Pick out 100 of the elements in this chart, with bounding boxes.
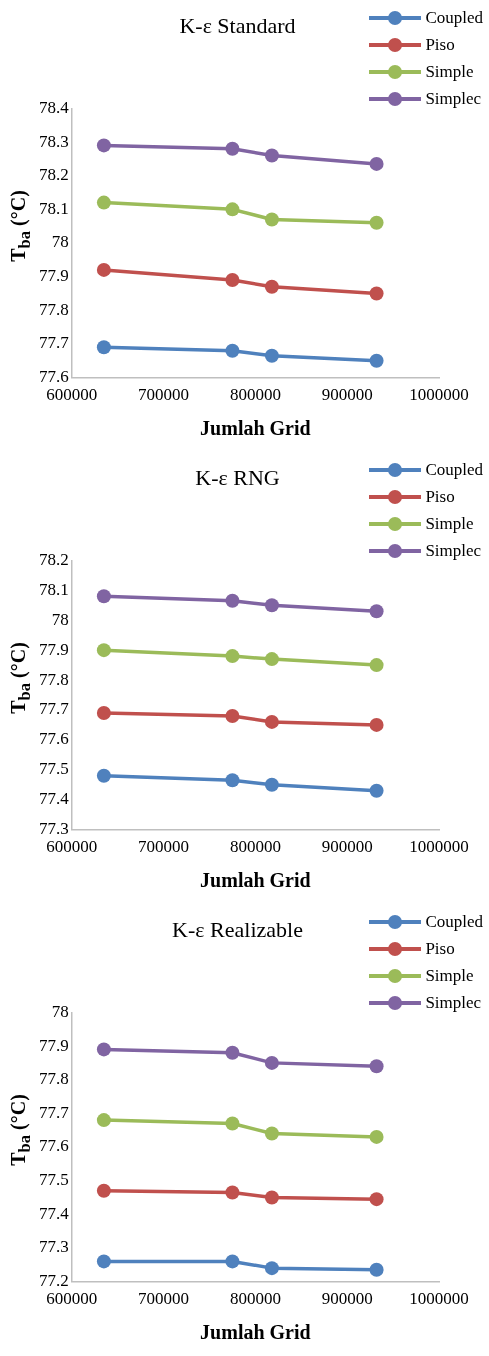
point: [96, 262, 111, 277]
x-tick-label: 600000: [46, 1289, 98, 1309]
y-tick-label: 77.4: [39, 1203, 70, 1223]
y-tick-label: 78: [51, 609, 69, 629]
point: [96, 1254, 111, 1269]
point: [225, 141, 240, 156]
point: [369, 1059, 384, 1074]
y-tick-label: 78.2: [39, 165, 69, 185]
legend-label: Simple: [425, 965, 474, 986]
x-tick-label: 800000: [229, 385, 281, 405]
chart-title: K-ε Standard: [179, 12, 296, 38]
legend-label: Piso: [425, 938, 455, 959]
x-tick-label: 900000: [321, 385, 373, 405]
point: [369, 658, 384, 673]
y-tick-label: 77.8: [39, 1069, 69, 1089]
point: [96, 340, 111, 355]
x-tick-label: 1000000: [409, 385, 469, 405]
point: [96, 1042, 111, 1057]
y-tick-label: 78: [51, 232, 69, 252]
point: [225, 1254, 240, 1269]
point: [369, 1192, 384, 1207]
y-tick-label: 77.3: [39, 819, 69, 839]
y-tick-label: 77.6: [39, 1136, 69, 1156]
point: [96, 1113, 111, 1128]
point: [264, 714, 279, 729]
point: [225, 773, 240, 788]
point: [369, 1262, 384, 1277]
legend-label: Simplec: [425, 540, 482, 561]
y-tick-label: 77.7: [39, 333, 70, 353]
point: [225, 649, 240, 664]
point: [225, 593, 240, 608]
point: [369, 717, 384, 732]
y-tick-label: 78.2: [39, 549, 69, 569]
y-tick-label: 77.5: [39, 759, 69, 779]
point: [225, 1185, 240, 1200]
point: [369, 215, 384, 230]
y-tick-label: 77.6: [39, 367, 69, 387]
x-tick-label: 800000: [229, 837, 281, 857]
point: [96, 768, 111, 783]
point: [225, 708, 240, 723]
legend-label: Coupled: [425, 911, 483, 932]
y-tick-label: 78.3: [39, 131, 69, 151]
x-axis-title: Jumlah Grid: [200, 1321, 311, 1344]
legend-label: Piso: [425, 34, 455, 55]
legend-label: Simple: [425, 61, 474, 82]
point: [225, 343, 240, 358]
y-tick-label: 77.2: [39, 1271, 69, 1291]
x-axis-title: Jumlah Grid: [200, 869, 311, 892]
point: [264, 148, 279, 163]
legend-label: Simplec: [425, 88, 482, 109]
x-tick-label: 600000: [46, 837, 98, 857]
point: [264, 1055, 279, 1070]
point: [369, 353, 384, 368]
y-tick-label: 77.3: [39, 1237, 69, 1257]
y-tick-label: 77.7: [39, 1102, 70, 1122]
point: [96, 705, 111, 720]
point: [225, 202, 240, 217]
point: [264, 652, 279, 667]
point: [264, 1261, 279, 1276]
legend-label: Simplec: [425, 992, 482, 1013]
point: [369, 604, 384, 619]
x-tick-label: 900000: [321, 837, 373, 857]
y-tick-label: 77.8: [39, 669, 69, 689]
point: [264, 1126, 279, 1141]
point: [225, 1116, 240, 1131]
y-tick-label: 77.6: [39, 729, 69, 749]
point: [96, 195, 111, 210]
legend-label: Coupled: [425, 7, 483, 28]
x-tick-label: 700000: [138, 385, 190, 405]
point: [264, 212, 279, 227]
point: [264, 598, 279, 613]
y-tick-label: 77.5: [39, 1170, 69, 1190]
x-tick-label: 700000: [138, 1289, 190, 1309]
point: [225, 1045, 240, 1060]
x-tick-label: 1000000: [409, 837, 469, 857]
x-tick-label: 800000: [229, 1289, 281, 1309]
point: [225, 273, 240, 288]
point: [369, 783, 384, 798]
point: [264, 1190, 279, 1205]
y-tick-label: 78.1: [39, 579, 69, 599]
y-tick-label: 77.4: [39, 789, 70, 809]
y-tick-label: 78: [51, 1001, 69, 1021]
y-tick-label: 77.8: [39, 299, 69, 319]
point: [264, 348, 279, 363]
legend-label: Simple: [425, 513, 474, 534]
point: [96, 589, 111, 604]
x-tick-label: 1000000: [409, 1289, 469, 1309]
point: [96, 138, 111, 153]
point: [369, 156, 384, 171]
point: [369, 1129, 384, 1144]
x-tick-label: 700000: [138, 837, 190, 857]
x-axis-title: Jumlah Grid: [200, 417, 311, 440]
point: [96, 643, 111, 658]
point: [369, 286, 384, 301]
y-tick-label: 77.9: [39, 639, 69, 659]
point: [264, 279, 279, 294]
x-tick-label: 900000: [321, 1289, 373, 1309]
chart-title: K-ε RNG: [195, 464, 280, 490]
x-tick-label: 600000: [46, 385, 98, 405]
chart-title: K-ε Realizable: [172, 916, 303, 942]
